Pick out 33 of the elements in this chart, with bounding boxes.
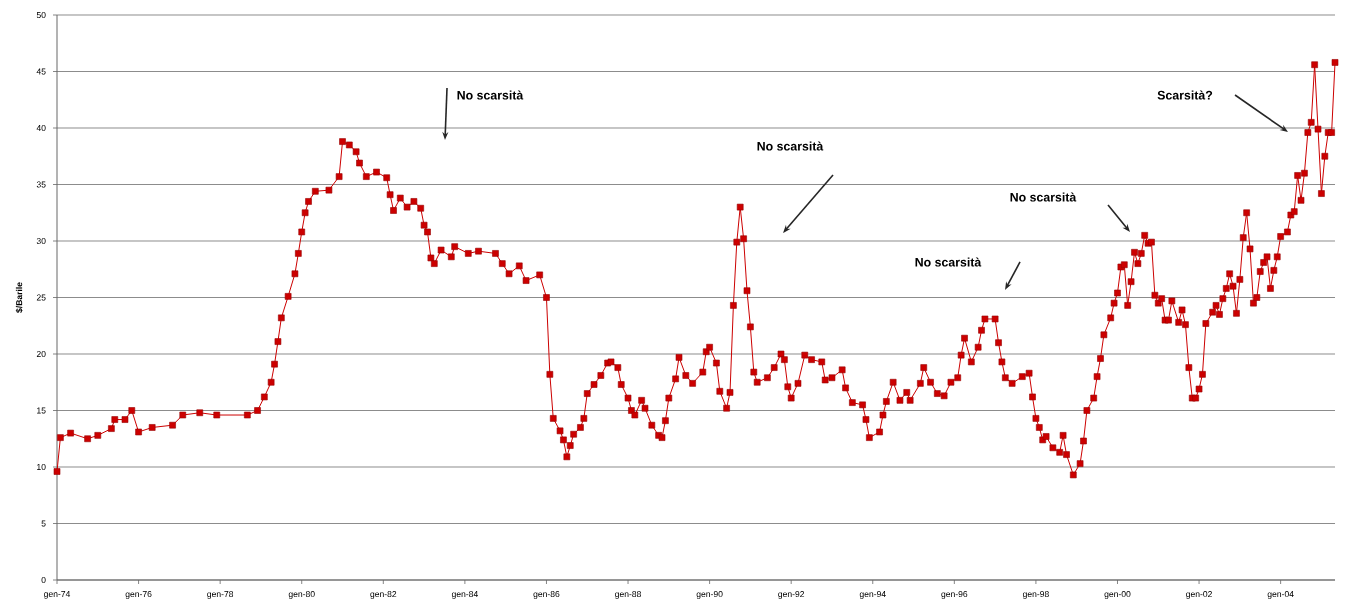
x-tick-label: gen-04 (1267, 591, 1294, 599)
x-tick-label: gen-76 (125, 591, 152, 599)
x-tick-label: gen-80 (288, 591, 315, 599)
x-tick-label: gen-00 (1104, 591, 1131, 599)
y-tick-label: 40 (36, 124, 46, 132)
y-tick-label: 30 (36, 237, 46, 245)
annotation: Scarsità? (1157, 90, 1213, 100)
x-tick-label: gen-84 (451, 591, 478, 599)
x-tick-label: gen-90 (696, 591, 723, 599)
x-tick-label: gen-96 (941, 591, 968, 599)
y-tick-label: 10 (37, 463, 46, 471)
x-tick-label: gen-92 (778, 591, 805, 599)
x-tick-label: gen-98 (1022, 591, 1049, 599)
x-tick-label: gen-02 (1186, 591, 1212, 599)
y-tick-label: 20 (36, 350, 46, 358)
y-tick-label: 15 (37, 407, 46, 414)
annotation: No scarsità (1010, 192, 1077, 202)
x-tick-label: gen-82 (370, 591, 397, 599)
y-tick-label: 25 (36, 294, 46, 301)
x-tick-label: gen-74 (44, 591, 71, 599)
y-tick-label: 5 (41, 520, 46, 527)
y-tick-label: 0 (41, 576, 46, 584)
x-tick-label: gen-88 (615, 591, 641, 599)
x-tick-label: gen-86 (533, 591, 560, 599)
y-tick-label: 50 (36, 11, 46, 19)
x-tick-label: gen-78 (207, 591, 234, 599)
annotation: No scarsità (757, 141, 824, 151)
annotation: No scarsità (457, 90, 524, 100)
y-tick-label: 45 (36, 68, 46, 75)
y-axis-title: $/Barile (15, 282, 23, 313)
annotation: No scarsità (915, 257, 982, 267)
y-tick-label: 35 (36, 181, 46, 188)
x-tick-label: gen-94 (859, 591, 886, 599)
